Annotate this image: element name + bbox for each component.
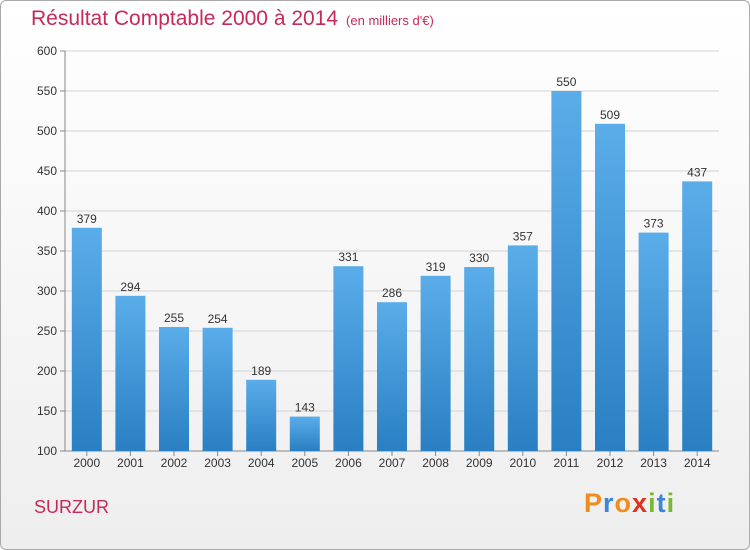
chart-title: Résultat Comptable 2000 à 2014 (en millie… — [31, 7, 434, 31]
x-tick-label: 2011 — [553, 456, 579, 470]
x-tick-label: 2006 — [335, 456, 362, 470]
data-label: 143 — [295, 401, 315, 415]
y-tick-label: 300 — [37, 284, 57, 298]
logo-letter: i — [648, 488, 657, 518]
data-label: 357 — [513, 229, 533, 243]
bar — [507, 245, 538, 451]
x-tick-label: 2000 — [73, 456, 100, 470]
logo-letter: i — [666, 488, 676, 518]
y-tick-label: 600 — [37, 44, 57, 58]
data-label: 319 — [426, 260, 446, 274]
bar — [289, 416, 320, 451]
chart-subtitle: (en milliers d'€) — [346, 13, 434, 28]
bar — [333, 266, 364, 451]
bar — [246, 379, 277, 451]
x-tick-label: 2008 — [422, 456, 449, 470]
bar — [464, 267, 495, 451]
data-label: 189 — [251, 364, 271, 378]
data-label: 294 — [120, 280, 140, 294]
y-tick-label: 200 — [37, 364, 57, 378]
bar — [638, 232, 669, 451]
y-tick-label: 500 — [37, 124, 57, 138]
y-tick-label: 400 — [37, 204, 57, 218]
y-tick-label: 150 — [37, 404, 57, 418]
data-label: 437 — [687, 165, 707, 179]
bar — [71, 227, 102, 451]
bar — [595, 123, 625, 452]
title-text: Résultat Comptable 2000 à 2014 — [31, 7, 339, 30]
x-tick-label: 2005 — [291, 456, 318, 470]
data-label: 550 — [556, 75, 576, 89]
logo-letter: P — [584, 488, 604, 518]
y-tick-label: 350 — [37, 244, 57, 258]
logo-letter: t — [656, 488, 667, 518]
data-label: 286 — [382, 286, 402, 300]
logo-letter: r — [603, 488, 615, 518]
bar-chart: 100 150 200 250 300 350 400 450 500 550 600 379 2000… — [37, 44, 719, 470]
x-tick-label: 2010 — [509, 456, 536, 470]
city-name: SURZUR — [34, 497, 109, 517]
data-label: 379 — [77, 212, 97, 226]
bar — [159, 327, 189, 451]
bar — [115, 295, 146, 451]
data-label: 331 — [338, 250, 358, 264]
bar — [551, 91, 582, 451]
y-tick-label: 450 — [37, 164, 57, 178]
bar — [377, 302, 407, 451]
data-label: 254 — [208, 312, 228, 326]
bar — [202, 327, 233, 451]
data-label: 509 — [600, 108, 620, 122]
x-tick-label: 2007 — [379, 456, 406, 470]
x-tick-label: 2002 — [161, 456, 188, 470]
bar — [420, 275, 451, 451]
x-tick-label: 2004 — [248, 456, 275, 470]
logo-letter: x — [632, 488, 649, 518]
data-label: 255 — [164, 311, 184, 325]
x-tick-label: 2009 — [466, 456, 493, 470]
y-tick-label: 250 — [37, 324, 57, 338]
bar — [682, 181, 713, 451]
x-tick-label: 2001 — [117, 456, 144, 470]
proxiti-logo: Proxiti — [584, 488, 675, 519]
x-tick-label: 2012 — [597, 456, 624, 470]
y-tick-label: 100 — [37, 444, 57, 458]
logo-letter: o — [614, 488, 633, 518]
data-label: 330 — [469, 251, 489, 265]
x-tick-label: 2013 — [640, 456, 667, 470]
x-tick-label: 2014 — [684, 456, 711, 470]
y-tick-label: 550 — [37, 84, 57, 98]
data-label: 373 — [644, 217, 664, 231]
x-tick-label: 2003 — [204, 456, 231, 470]
